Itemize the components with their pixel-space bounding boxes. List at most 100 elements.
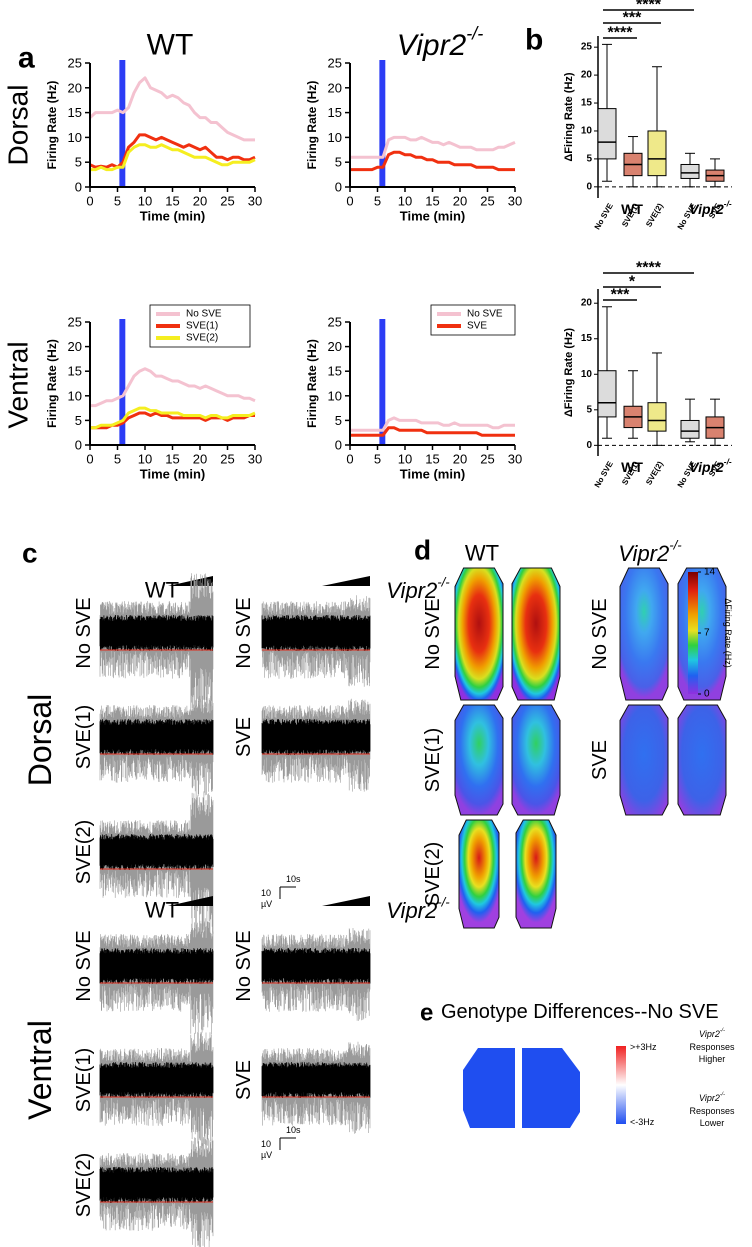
x-tick-label: 30 <box>508 194 522 209</box>
condition-label: SVE <box>589 740 611 780</box>
difference-map <box>522 1048 580 1128</box>
x-axis-label: Time (min) <box>140 467 206 482</box>
series-line <box>88 76 255 142</box>
panel-label: c <box>22 538 38 569</box>
x-tick-label: 0 <box>86 194 93 209</box>
y-tick-label: 5 <box>335 413 342 428</box>
x-tick-label: 20 <box>193 452 207 467</box>
genotype-superscript: -/- <box>669 537 682 552</box>
category-label: No SVE <box>593 201 616 231</box>
x-tick-label: 5 <box>114 452 121 467</box>
condition-label: No SVE <box>73 597 95 668</box>
scale-label: <-3Hz <box>630 1117 655 1127</box>
x-tick-label: 15 <box>425 452 439 467</box>
condition-label: No SVE <box>73 930 95 1001</box>
heat-map <box>677 704 727 816</box>
series-line <box>350 150 515 172</box>
x-tick-label: 10 <box>138 452 152 467</box>
genotype-superscript: -/- <box>437 574 450 589</box>
ramp <box>168 896 213 906</box>
x-axis-label: Time (min) <box>140 209 206 224</box>
y-tick-label: 5 <box>586 153 592 164</box>
genotype-label: Vipr2-/- <box>699 1028 725 1039</box>
x-tick-label: 20 <box>453 452 467 467</box>
scale-label: 10 <box>261 888 271 898</box>
y-tick-label: 25 <box>328 56 342 71</box>
x-tick-label: 5 <box>114 194 121 209</box>
heat-map <box>619 567 669 701</box>
y-tick-label: 20 <box>68 80 82 95</box>
box <box>680 163 700 179</box>
x-tick-label: 15 <box>165 452 179 467</box>
x-tick-label: 0 <box>346 452 353 467</box>
y-tick-label: 10 <box>328 388 342 403</box>
row-label: Dorsal <box>3 85 34 166</box>
y-axis-label: ΔFiring Rate (Hz) <box>563 72 575 162</box>
condition-label: SVE <box>233 717 255 757</box>
panel-title: Genotype Differences--No SVE <box>441 1001 719 1023</box>
condition-label: No SVE <box>233 930 255 1001</box>
y-tick-label: 0 <box>335 180 342 195</box>
y-tick-label: 15 <box>68 105 82 120</box>
trace <box>99 1167 214 1203</box>
y-tick-label: 20 <box>68 339 82 354</box>
genotype-label: Vipr2-/- <box>689 199 732 217</box>
group-label: WT <box>621 201 643 217</box>
x-tick-label: 30 <box>508 452 522 467</box>
heat-map <box>515 819 557 929</box>
y-tick-label: 20 <box>328 80 342 95</box>
panel-label: a <box>18 42 35 75</box>
y-tick-label: 15 <box>328 105 342 120</box>
heat-map <box>619 704 669 816</box>
column-title: WT <box>147 29 194 62</box>
y-tick-label: 5 <box>586 404 592 415</box>
scale-bar <box>279 886 296 899</box>
y-tick-label: 15 <box>328 364 342 379</box>
colorbar-label: ΔFiring Rate (Hz) <box>723 598 733 668</box>
panel-label: d <box>414 535 431 566</box>
y-tick-label: 25 <box>581 42 593 53</box>
condition-label: SVE <box>233 1060 255 1100</box>
group-label: WT <box>621 459 643 475</box>
y-tick-label: 10 <box>68 130 82 145</box>
genotype-label: Vipr2-/- <box>386 894 450 922</box>
legend-label: No SVE <box>186 309 222 320</box>
scale-label: 10s <box>286 1125 301 1135</box>
genotype-name: Vipr2 <box>618 541 669 566</box>
y-tick-label: 25 <box>68 315 82 330</box>
heat-map <box>677 567 727 701</box>
stimulus-bar <box>379 60 386 187</box>
y-axis-label: Firing Rate (Hz) <box>45 339 59 428</box>
genotype-superscript: -/- <box>437 894 450 909</box>
heat-map <box>511 567 561 701</box>
series-line <box>350 416 515 432</box>
series-line <box>90 367 256 408</box>
genotype-label: Vipr2-/- <box>397 24 484 62</box>
colorbar-tick-label: 0 <box>704 689 710 700</box>
scale-label: µV <box>261 1150 272 1160</box>
genotype-name: Vipr2 <box>699 1093 720 1103</box>
x-tick-label: 30 <box>248 452 262 467</box>
y-tick-label: 20 <box>328 339 342 354</box>
column-title: WT <box>145 578 179 603</box>
box <box>647 130 667 177</box>
trace <box>261 948 371 984</box>
scale-label: µV <box>261 899 272 909</box>
condition-label: SVE(2) <box>422 842 444 906</box>
y-axis-label: Firing Rate (Hz) <box>305 81 319 170</box>
region-label: Dorsal <box>22 694 58 786</box>
y-tick-label: 25 <box>328 315 342 330</box>
legend-note: Higher <box>699 1054 726 1064</box>
y-axis-label: Firing Rate (Hz) <box>305 339 319 428</box>
condition-label: SVE(2) <box>73 1153 95 1217</box>
stimulus-bar <box>379 319 386 445</box>
x-axis-label: Time (min) <box>400 209 466 224</box>
y-axis-label: ΔFiring Rate (Hz) <box>563 328 575 418</box>
x-tick-label: 10 <box>398 452 412 467</box>
region-label: Ventral <box>22 1020 58 1120</box>
box <box>597 108 617 160</box>
condition-label: No SVE <box>422 598 444 669</box>
condition-label: No SVE <box>233 597 255 668</box>
genotype-label: Vipr2-/- <box>386 574 450 602</box>
